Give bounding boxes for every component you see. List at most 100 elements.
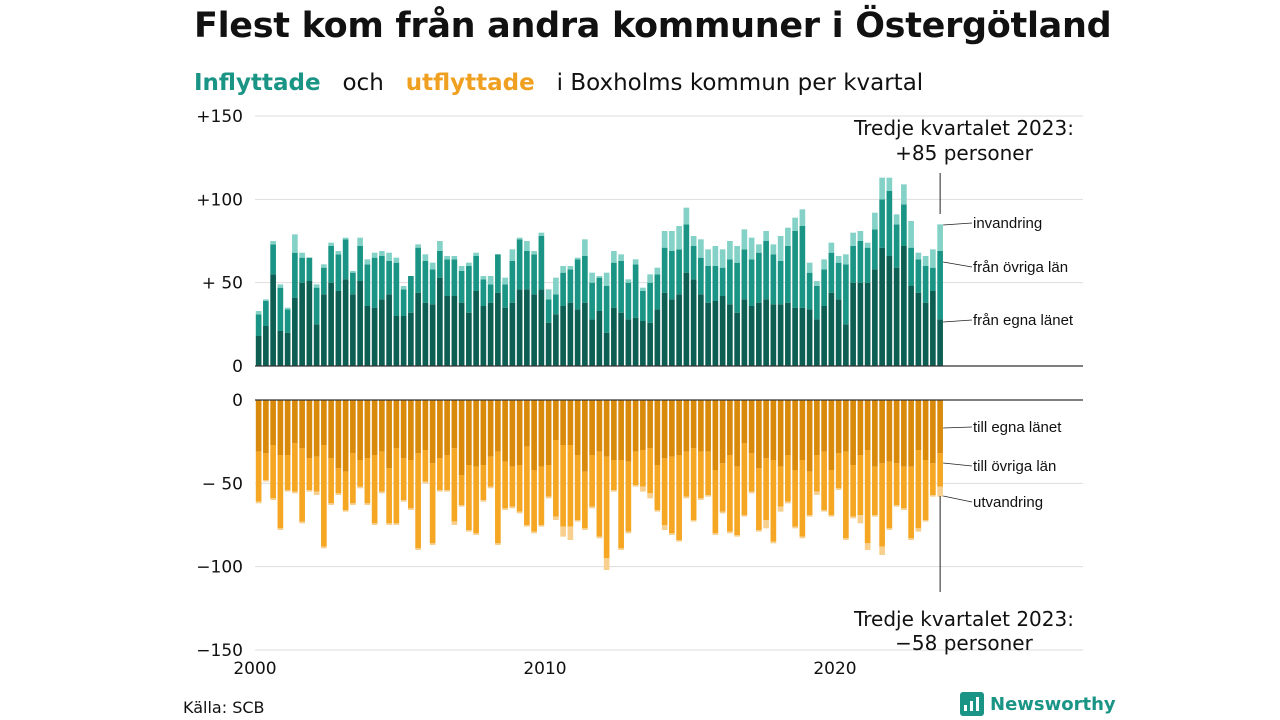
bar-out-segment (705, 451, 711, 495)
bar-out-segment (596, 400, 603, 452)
bar-in-segment (770, 244, 777, 255)
bar-out-segment (930, 495, 936, 497)
bar-out-segment (915, 528, 922, 532)
bar-in-segment (893, 224, 900, 268)
bar-out-segment (792, 526, 798, 529)
bar-in-segment (255, 311, 262, 315)
bar-in-segment (785, 302, 791, 366)
bar-in-segment (777, 261, 784, 305)
bar-out-segment (756, 468, 762, 530)
bar-chart-icon (960, 692, 984, 716)
bar-in-segment (640, 291, 646, 321)
bar-in-segment (306, 281, 313, 366)
bar-in-segment (741, 249, 748, 300)
bar-out-segment (669, 456, 675, 534)
x-tick: 2010 (523, 659, 566, 679)
x-tick: 2020 (813, 659, 856, 679)
brand-logo[interactable]: Newsworthy (960, 692, 1116, 716)
bar-in-segment (444, 296, 450, 366)
bar-out-segment (785, 501, 791, 504)
bar-in-segment (850, 246, 856, 283)
chart-subtitle: Inflyttade och utflyttade i Boxholms kom… (194, 70, 923, 96)
bar-out-segment (451, 448, 458, 522)
segment-leader (943, 426, 973, 429)
bar-in-segment (451, 296, 458, 366)
bar-in-segment (582, 239, 588, 256)
bar-in-segment (502, 307, 508, 366)
bar-in-segment (516, 239, 523, 290)
bar-out-segment (364, 400, 371, 459)
bar-out-segment (458, 505, 465, 507)
bar-out-segment (509, 466, 516, 507)
bar-out-segment (937, 486, 943, 497)
bar-in-segment (835, 262, 842, 300)
bar-in-segment (582, 256, 588, 303)
bar-out-segment (828, 400, 835, 470)
bar-in-segment (444, 256, 450, 260)
bar-in-segment (313, 284, 320, 288)
bar-in-segment (313, 287, 320, 325)
bar-out-segment (922, 520, 929, 522)
bar-out-segment (451, 400, 458, 449)
bar-in-segment (357, 237, 363, 246)
bar-out-segment (270, 400, 276, 445)
bar-out-segment (313, 491, 320, 495)
bar-in-segment (930, 249, 936, 268)
bar-out-segment (516, 400, 523, 465)
bar-in-segment (915, 292, 922, 366)
y-tick-top: + 50 (202, 274, 243, 294)
bar-out-segment (393, 448, 400, 524)
bar-out-segment (567, 526, 574, 540)
bar-in-segment (857, 282, 864, 366)
gridlines (255, 115, 1083, 651)
bar-in-segment (683, 272, 690, 366)
bar-in-segment (676, 294, 682, 366)
bar-out-segment (632, 451, 639, 485)
bar-out-segment (371, 523, 378, 525)
bar-in-segment (922, 266, 929, 303)
bar-in-segment (741, 299, 748, 366)
bar-out-segment (495, 543, 501, 545)
bar-out-segment (487, 400, 494, 457)
subtitle-och: och (342, 70, 384, 96)
bar-in-segment (857, 231, 864, 241)
bar-out-segment (850, 516, 856, 519)
bar-in-segment (777, 236, 784, 261)
bar-out-segment (408, 400, 414, 460)
bar-in-segment (719, 296, 726, 366)
bar-out-segment (386, 468, 392, 524)
bar-in-segment (705, 302, 711, 366)
bar-in-segment (473, 291, 479, 366)
bar-in-segment (321, 264, 327, 268)
bar-out-segment (930, 400, 936, 464)
bar-out-segment (509, 506, 516, 509)
bar-out-segment (698, 400, 704, 452)
bar-in-segment (516, 237, 523, 240)
bar-out-segment (458, 400, 465, 475)
bar-in-segment (516, 289, 523, 366)
bar-out-segment (328, 503, 334, 505)
bar-in-segment (676, 226, 682, 250)
bar-in-segment (502, 277, 508, 285)
bar-out-segment (770, 400, 777, 460)
bar-in-segment (292, 297, 298, 366)
bar-out-segment (690, 400, 697, 449)
bar-in-segment (669, 299, 675, 366)
bar-in-segment (886, 191, 893, 256)
bar-in-segment (524, 251, 530, 290)
bar-in-segment (734, 262, 740, 313)
bar-in-segment (284, 307, 291, 310)
segment-label: från egna länet (973, 312, 1074, 329)
bar-out-segment (328, 400, 334, 459)
bar-out-segment (458, 475, 465, 505)
bar-out-segment (589, 400, 595, 455)
bar-in-segment (828, 252, 835, 293)
bar-in-segment (422, 261, 429, 303)
bar-in-segment (879, 247, 885, 366)
bar-in-segment (872, 229, 878, 270)
bar-out-segment (741, 443, 748, 515)
bar-out-segment (719, 400, 726, 464)
bar-in-segment (263, 326, 269, 366)
bar-out-segment (669, 400, 675, 457)
bar-out-segment (879, 546, 885, 555)
